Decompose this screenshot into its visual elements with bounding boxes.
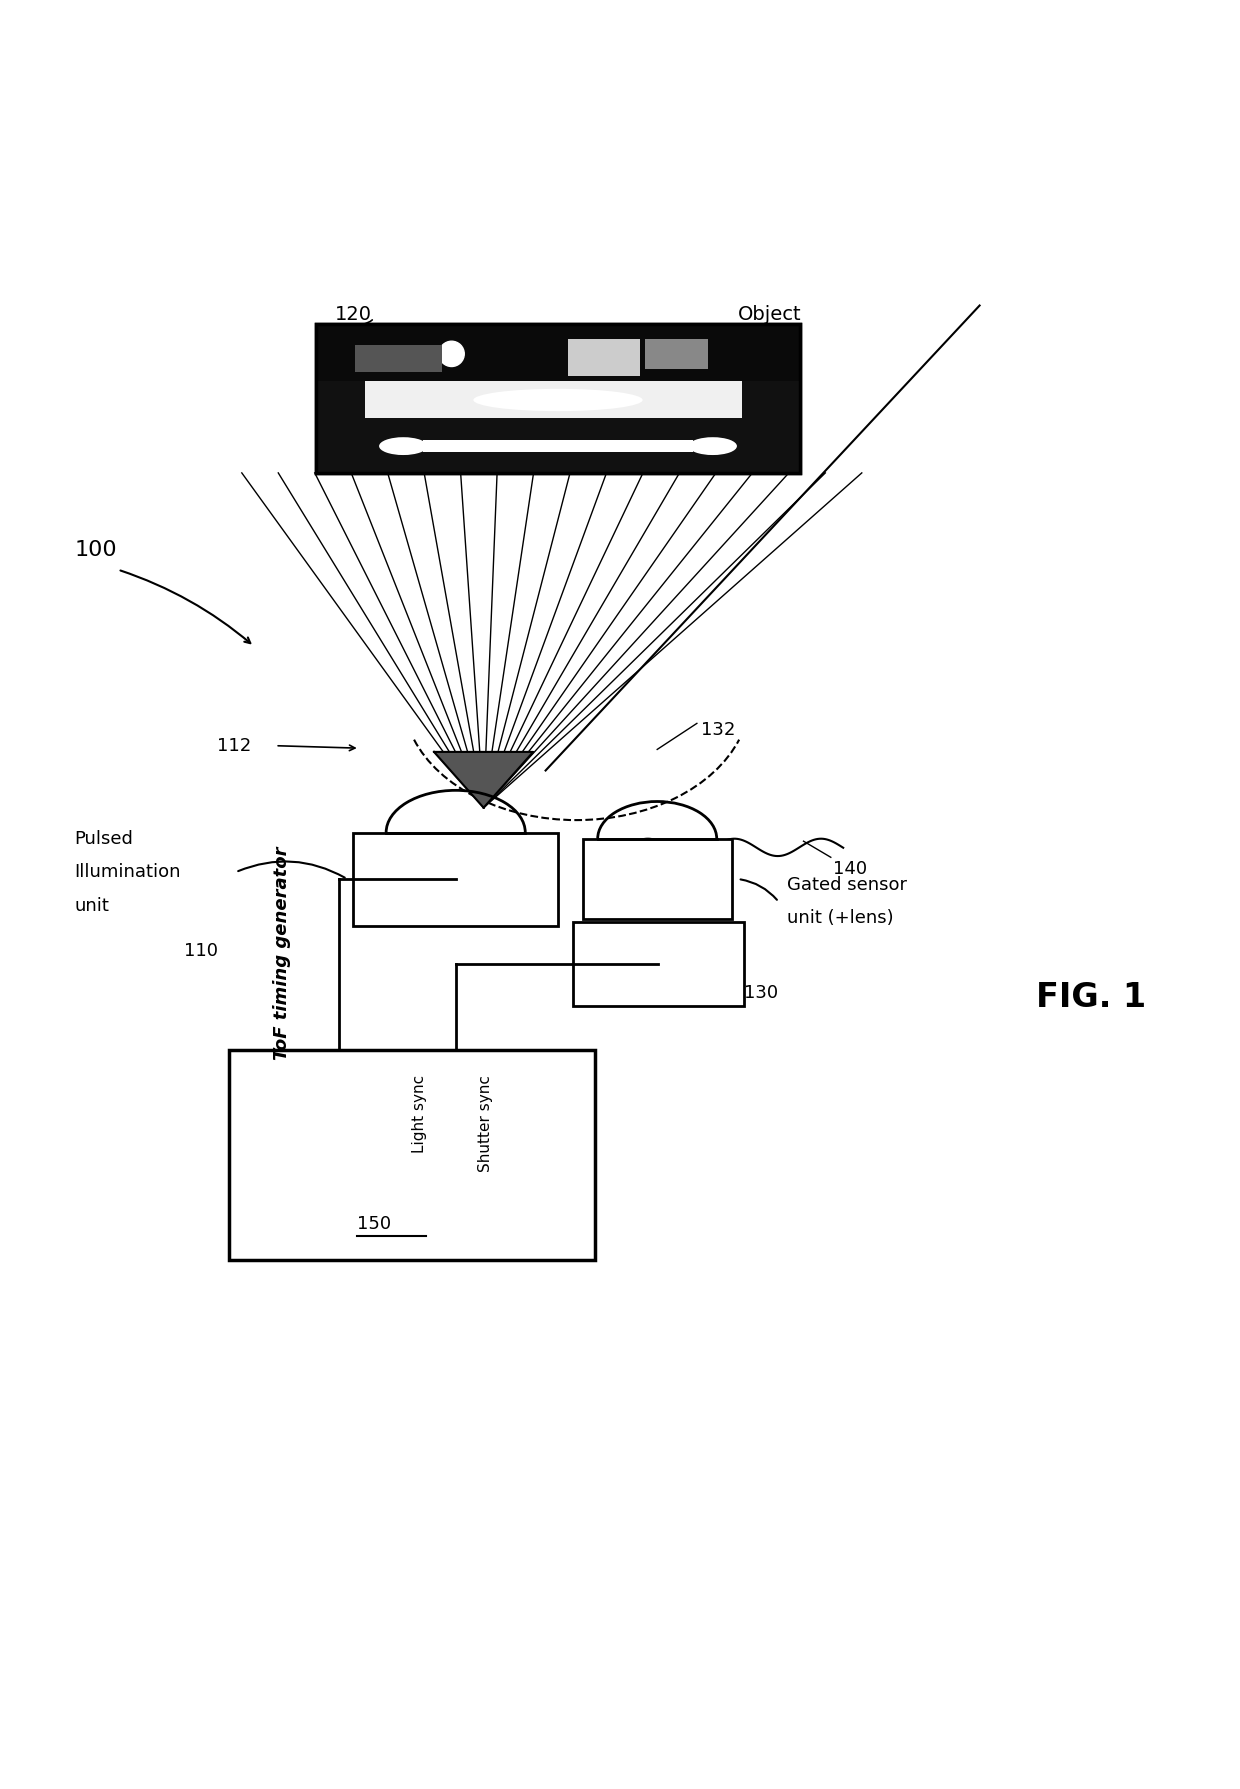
Text: 130: 130 [744, 984, 779, 1002]
Text: unit: unit [74, 896, 109, 914]
Text: unit (+lens): unit (+lens) [787, 909, 894, 927]
Bar [316, 324, 800, 381]
Bar [316, 381, 365, 419]
Bar [423, 440, 693, 453]
Text: Object: Object [738, 306, 801, 324]
Bar [573, 921, 744, 1005]
Bar [645, 338, 708, 369]
Bar [316, 419, 800, 472]
Text: FIG. 1: FIG. 1 [1037, 982, 1146, 1014]
Text: 132: 132 [701, 721, 735, 739]
Text: Pulsed: Pulsed [74, 830, 133, 848]
Text: 150: 150 [357, 1215, 392, 1233]
Text: Gated sensor: Gated sensor [787, 875, 908, 893]
Bar [316, 324, 800, 472]
Text: 110: 110 [184, 941, 217, 959]
Bar [583, 839, 732, 920]
Ellipse shape [688, 437, 737, 454]
Text: 120: 120 [335, 306, 372, 324]
Bar [353, 832, 558, 925]
Bar [316, 324, 800, 472]
Text: Shutter sync: Shutter sync [479, 1075, 494, 1172]
Ellipse shape [379, 437, 428, 454]
Bar [568, 338, 640, 376]
Text: Light sync: Light sync [412, 1075, 428, 1152]
Circle shape [439, 342, 464, 367]
Bar [229, 1050, 595, 1259]
Text: 140: 140 [833, 861, 868, 878]
Polygon shape [434, 751, 533, 807]
Text: ToF timing generator: ToF timing generator [273, 846, 291, 1061]
Text: 112: 112 [217, 737, 252, 755]
Text: Illumination: Illumination [74, 862, 181, 882]
Ellipse shape [474, 388, 642, 411]
Bar [316, 381, 800, 419]
Bar [355, 345, 441, 372]
Text: 100: 100 [74, 540, 117, 560]
Bar [742, 381, 800, 419]
